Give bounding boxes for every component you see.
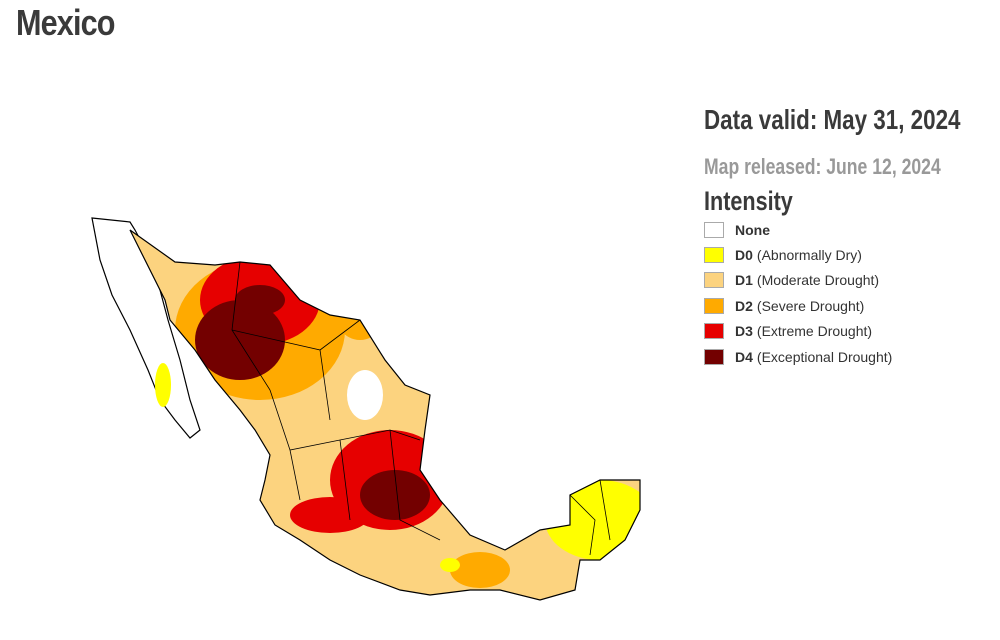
map-released: Map released: June 12, 2024	[704, 154, 941, 179]
title: Mexico	[16, 2, 115, 43]
region	[195, 300, 285, 380]
legend-code: D1	[735, 272, 753, 289]
legend-label: (Extreme Drought)	[756, 323, 873, 340]
map	[91, 217, 641, 601]
data-valid: Data valid: May 31, 2024	[704, 104, 961, 135]
state-borders	[231, 261, 611, 556]
legend-item: D3 (Extreme Drought)	[704, 319, 1000, 344]
region	[330, 260, 390, 340]
legend-code: None	[735, 221, 770, 238]
legend-swatch	[704, 297, 724, 314]
legend-code: D2	[735, 297, 753, 314]
legend-swatch	[704, 247, 724, 264]
legend-swatch	[704, 221, 724, 238]
legend-item: D0 (Abnormally Dry)	[704, 242, 1000, 267]
region	[440, 558, 460, 572]
legend-code: D0	[735, 247, 753, 264]
legend-item: D4 (Exceptional Drought)	[704, 344, 1000, 369]
legend-item: None	[704, 217, 1000, 242]
legend-label: (Abnormally Dry)	[756, 247, 862, 264]
legend-item: D2 (Severe Drought)	[704, 293, 1000, 318]
legend-label: (Exceptional Drought)	[756, 348, 893, 365]
legend: None D0 (Abnormally Dry) D1 (Moderate Drough…	[704, 217, 1000, 369]
region	[450, 552, 510, 588]
legend-label: (Severe Drought)	[756, 297, 865, 314]
region	[347, 370, 383, 420]
legend-code: D3	[735, 323, 753, 340]
legend-code: D4	[735, 348, 753, 365]
region	[360, 470, 430, 520]
legend-title: Intensity	[704, 186, 793, 216]
region	[155, 363, 171, 407]
legend-label: (Moderate Drought)	[756, 272, 880, 289]
legend-swatch	[704, 348, 724, 365]
region	[545, 480, 640, 560]
legend-swatch	[704, 272, 724, 289]
border	[129, 229, 641, 601]
region	[290, 497, 370, 533]
region	[235, 285, 285, 315]
info-panel: Data valid: May 31, 2024 Map released: J…	[704, 104, 1000, 369]
legend-swatch	[704, 323, 724, 340]
legend-item: D1 (Moderate Drought)	[704, 268, 1000, 293]
